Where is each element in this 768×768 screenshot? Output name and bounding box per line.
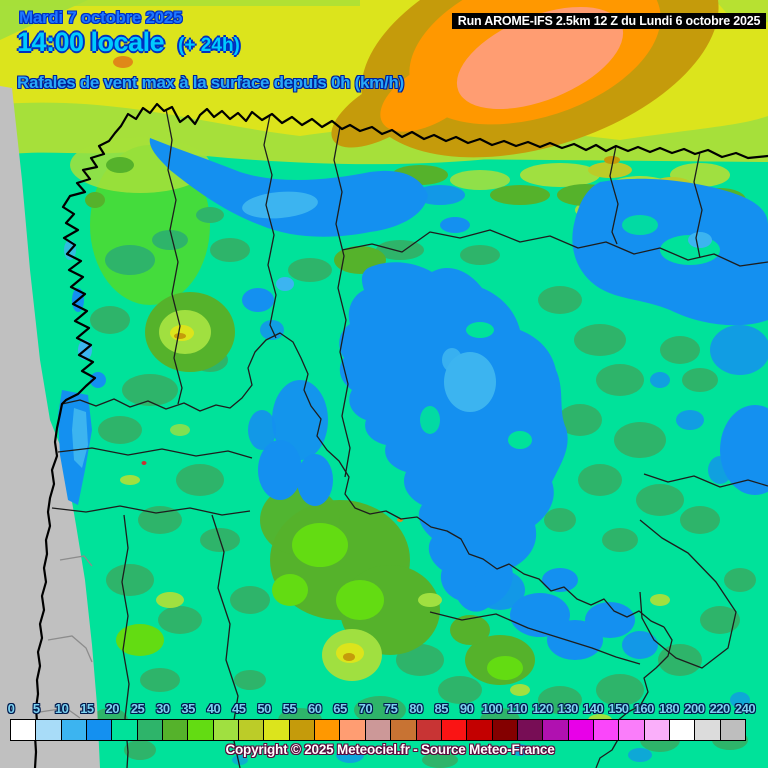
legend-cell [592, 720, 619, 740]
legend-cell [111, 720, 137, 740]
legend-cell [60, 720, 87, 740]
legend-labels: 0 5 10 15 20 25 30 35 40 45 50 55 60 65 70 75 80 85 90 100 1… [0, 701, 768, 717]
parameter-label: Rafales de vent max à la surface depuis … [17, 73, 404, 92]
legend-tick: 60 [307, 701, 322, 716]
copyright-label: Copyright © 2025 Meteociel.fr - Source M… [225, 742, 555, 757]
legend-cell [668, 720, 695, 740]
legend-tick: 150 [608, 701, 629, 716]
legend-tick: 30 [156, 701, 170, 716]
legend-tick: 160 [633, 701, 655, 716]
legend-cell [11, 720, 36, 740]
blue-minima [149, 138, 768, 765]
legend-cell [35, 720, 61, 740]
legend-tick: 55 [282, 701, 297, 716]
border-lines [51, 108, 768, 768]
time-label: 14:00 locale (+ 24h) [17, 27, 240, 58]
legend-cell [339, 720, 365, 740]
teal-mottle [90, 207, 756, 768]
legend-cell [491, 720, 517, 740]
legend-cell [466, 720, 492, 740]
legend-cell [364, 720, 391, 740]
legend-cell [86, 720, 112, 740]
legend-cell [516, 720, 543, 740]
legend-tick: 240 [734, 701, 756, 716]
legend-tick: 50 [257, 701, 271, 716]
legend-cell [136, 720, 163, 740]
date-label: Mardi 7 octobre 2025 [19, 8, 183, 27]
legend-tick: 90 [459, 701, 474, 716]
legend-tick: 10 [54, 701, 69, 716]
legend-cell [288, 720, 315, 740]
gray-boundary-lines [39, 555, 93, 719]
legend-tick: 70 [358, 701, 373, 716]
legend-cell [314, 720, 340, 740]
legend-bar [10, 719, 746, 741]
legend-cell [618, 720, 644, 740]
legend-cell [542, 720, 568, 740]
legend-cell [567, 720, 593, 740]
legend-tick: 130 [557, 701, 579, 716]
legend-cell [263, 720, 289, 740]
legend-tick: 120 [532, 701, 553, 716]
green-mottle [85, 157, 670, 726]
legend-tick: 200 [684, 701, 705, 716]
legend-cell [390, 720, 416, 740]
legend-tick: 35 [181, 701, 195, 716]
coastline [33, 102, 768, 768]
legend-cell [415, 720, 441, 740]
legend-cell [212, 720, 239, 740]
legend-tick: 180 [658, 701, 680, 716]
legend-tick: 75 [383, 701, 398, 716]
legend-tick: 220 [709, 701, 731, 716]
legend-tick: 140 [583, 701, 604, 716]
legend-tick: 65 [333, 701, 347, 716]
legend-cell [187, 720, 213, 740]
legend-tick: 5 [32, 701, 40, 716]
legend-cell [238, 720, 264, 740]
out-of-domain-area [0, 86, 100, 768]
legend-tick: 20 [105, 701, 120, 716]
local-time: 14:00 locale [17, 27, 165, 57]
legend-cell [643, 720, 669, 740]
legend-tick: 85 [434, 701, 449, 716]
legend-tick: 45 [232, 701, 246, 716]
forecast-offset: (+ 24h) [178, 35, 240, 56]
legend-tick: 110 [507, 701, 527, 716]
legend-tick: 0 [7, 701, 15, 716]
run-info-bar: Run AROME-IFS 2.5km 12 Z du Lundi 6 octo… [452, 13, 766, 29]
legend-cell [719, 720, 745, 740]
legend-tick: 80 [409, 701, 423, 716]
legend-cell [162, 720, 188, 740]
legend-tick: 40 [206, 701, 221, 716]
legend-tick: 100 [481, 701, 503, 716]
legend-tick: 25 [130, 701, 145, 716]
legend-tick: 15 [80, 701, 94, 716]
legend-cell [440, 720, 467, 740]
legend-cell [694, 720, 720, 740]
